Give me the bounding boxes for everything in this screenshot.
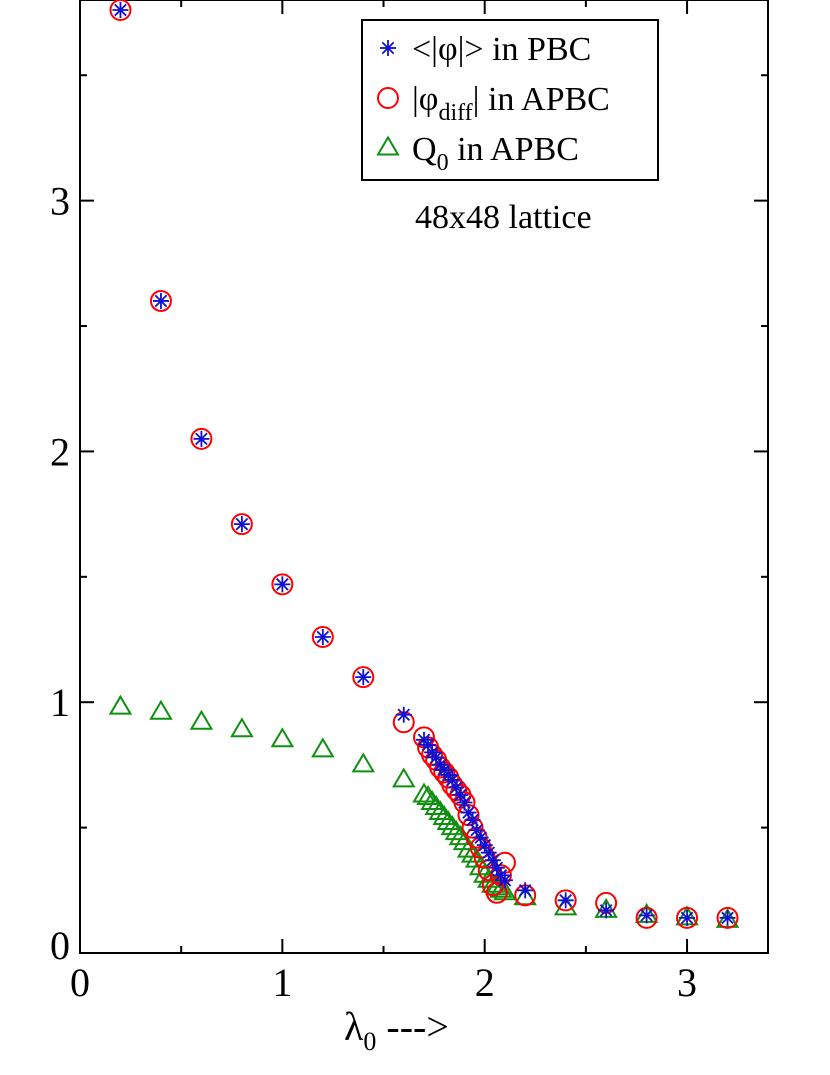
q0-point xyxy=(351,752,376,773)
apbc-point xyxy=(377,87,399,109)
pbc-point xyxy=(496,872,513,889)
pbc-point xyxy=(638,907,655,924)
legend-entry: |φdiff| in APBC xyxy=(412,81,610,126)
pbc-point xyxy=(112,2,129,19)
q0-point xyxy=(311,737,335,758)
apbc-point xyxy=(149,289,172,312)
apbc-point xyxy=(271,573,294,596)
legend: <|φ|> in PBC |φdiff| in APBC Q0 in APBC xyxy=(361,19,659,181)
apbc-point xyxy=(109,0,132,22)
q0-point xyxy=(270,727,295,748)
q0-point xyxy=(189,709,214,730)
data-markers xyxy=(108,0,740,929)
y-tick-label: 3 xyxy=(50,179,70,224)
lattice-annotation: 48x48 lattice xyxy=(415,199,592,236)
pbc-point xyxy=(598,902,615,919)
plot-frame xyxy=(79,0,769,954)
apbc-point xyxy=(190,427,213,450)
pbc-point xyxy=(355,669,372,686)
x-tick-label: 0 xyxy=(70,960,90,1005)
x-tick-label: 1 xyxy=(272,960,292,1005)
q0-point xyxy=(230,717,254,738)
q0-point xyxy=(376,135,400,156)
y-tick-label: 1 xyxy=(50,680,70,725)
pbc-point xyxy=(679,909,696,926)
pbc-point xyxy=(480,844,497,861)
pbc-point xyxy=(488,859,505,876)
y-tick-label: 2 xyxy=(50,429,70,474)
apbc-point xyxy=(676,906,699,929)
q0-point xyxy=(392,767,416,788)
pbc-point xyxy=(152,292,169,309)
apbc-point xyxy=(554,889,577,912)
x-axis-label: λ0 ---> xyxy=(344,1004,449,1056)
q0-point xyxy=(412,782,436,803)
apbc-point xyxy=(352,666,375,689)
legend-entry: Q0 in APBC xyxy=(412,131,579,176)
q0-point xyxy=(108,694,133,715)
pbc-point xyxy=(233,516,250,533)
y-tick-label: 0 xyxy=(50,923,70,968)
pbc-point xyxy=(476,837,493,854)
pbc-point xyxy=(395,706,412,723)
pbc-point xyxy=(314,629,331,646)
x-tick-label: 3 xyxy=(677,960,697,1005)
axis-ticks xyxy=(79,0,768,954)
legend-entry: <|φ|> in PBC xyxy=(412,31,591,68)
x-tick-label: 2 xyxy=(475,960,495,1005)
apbc-point xyxy=(716,906,739,929)
pbc-point xyxy=(380,40,396,56)
pbc-point xyxy=(517,882,534,899)
q0-point xyxy=(149,699,173,720)
tick-labels: 0 1 2 3 0 1 2 3 xyxy=(50,179,697,1005)
apbc-point xyxy=(230,513,253,536)
apbc-point xyxy=(485,881,508,904)
pbc-point xyxy=(719,909,736,926)
apbc-point xyxy=(311,626,334,649)
pbc-point xyxy=(557,892,574,909)
legend-box xyxy=(361,19,659,181)
pbc-point xyxy=(193,430,210,447)
pbc-point xyxy=(274,576,291,593)
